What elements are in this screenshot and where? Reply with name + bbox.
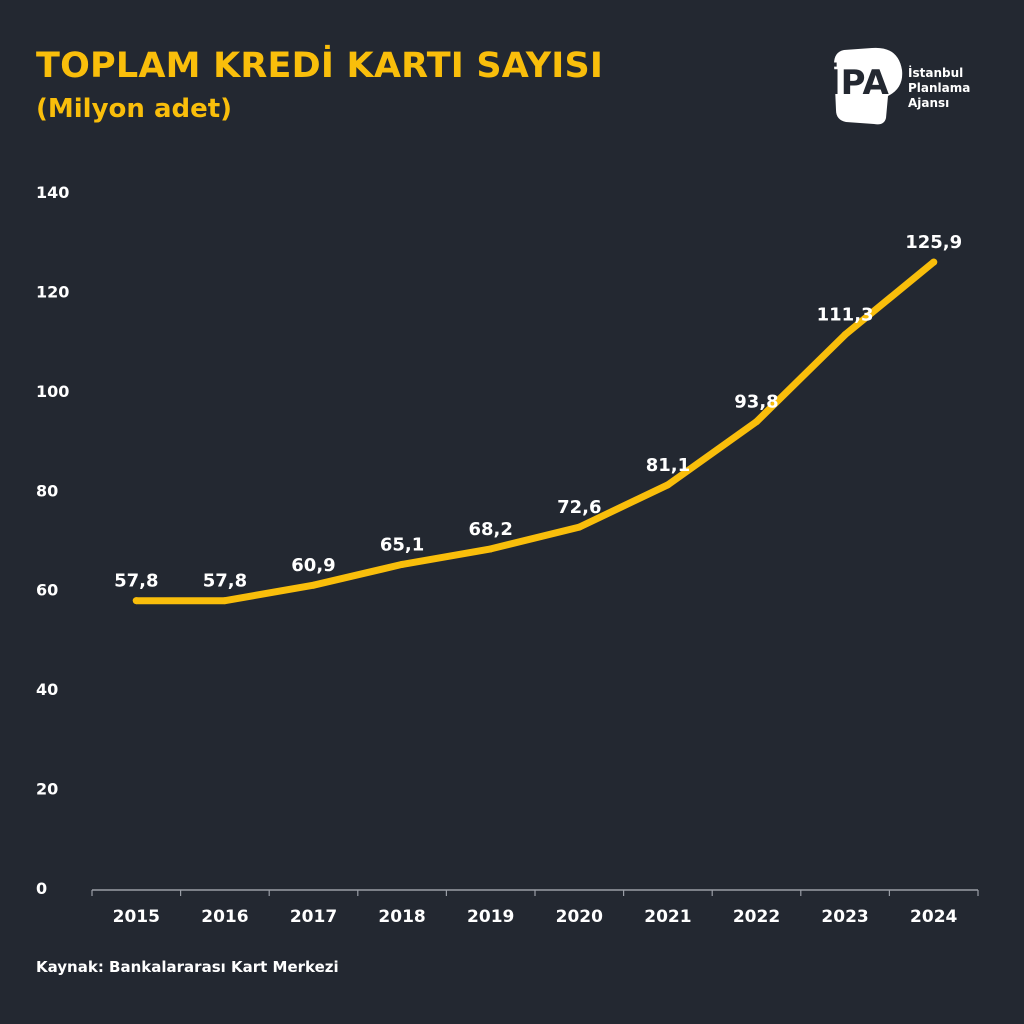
logo-line-3: Ajansı	[908, 96, 950, 110]
y-tick-label: 100	[36, 382, 69, 401]
data-point	[221, 597, 229, 605]
chart-subtitle: (Milyon adet)	[36, 94, 233, 124]
x-tick-label: 2016	[201, 907, 248, 927]
data-label: 60,9	[291, 555, 335, 576]
ipa-logo: İPA İstanbul Planlama Ajansı	[826, 44, 986, 128]
x-tick-label: 2021	[644, 907, 691, 927]
data-label: 81,1	[646, 455, 690, 476]
data-label: 93,8	[734, 392, 778, 413]
x-tick-label: 2023	[821, 907, 868, 927]
y-tick-label: 120	[36, 282, 69, 301]
series-line	[132, 258, 938, 605]
data-point	[487, 545, 495, 553]
data-point	[841, 331, 849, 339]
ipa-logo-icon: İPA	[828, 47, 903, 125]
data-label: 68,2	[468, 519, 512, 540]
y-tick-label: 20	[36, 780, 58, 799]
data-label: 57,8	[114, 571, 158, 592]
y-tick-label: 140	[36, 183, 69, 202]
ipa-logo-text: İstanbul Planlama Ajansı	[908, 66, 970, 111]
data-point	[930, 258, 938, 266]
y-tick-label: 60	[36, 581, 58, 600]
ipa-logo-mark-text: İPA	[828, 62, 889, 103]
x-tick-label: 2017	[290, 907, 337, 927]
x-tick-label: 2022	[733, 907, 780, 927]
data-point	[664, 481, 672, 489]
data-point	[753, 418, 760, 426]
data-point	[398, 560, 406, 568]
data-point	[310, 581, 317, 589]
chart-title: TOPLAM KREDİ KARTI SAYISI	[36, 46, 604, 86]
y-tick-label: 80	[36, 481, 58, 500]
data-label: 72,6	[557, 497, 601, 518]
y-tick-label: 0	[36, 879, 47, 898]
y-tick-label: 40	[36, 680, 58, 699]
logo-line-1: İstanbul	[908, 66, 964, 80]
x-tick-label: 2019	[467, 907, 514, 927]
data-point	[132, 597, 140, 605]
x-tick-label: 2018	[378, 907, 425, 927]
x-tick-label: 2015	[113, 907, 160, 927]
source-note: Kaynak: Bankalararası Kart Merkezi	[36, 958, 339, 976]
line-chart: 0 20 40 60 80 100 120 140 2015 2016 2017 2018 2019 20…	[36, 183, 979, 927]
data-label: 57,8	[203, 571, 247, 592]
logo-line-2: Planlama	[908, 81, 971, 95]
data-label: 111,3	[817, 305, 874, 326]
x-tick-label: 2020	[556, 907, 603, 927]
x-tick-label: 2024	[910, 907, 957, 927]
data-label: 65,1	[380, 534, 424, 555]
data-label: 125,9	[905, 232, 962, 253]
data-point	[575, 523, 583, 531]
